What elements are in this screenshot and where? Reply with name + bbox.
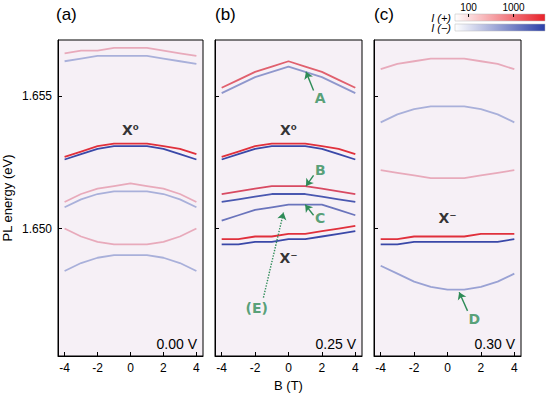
svg-text:0.25 V: 0.25 V: [316, 336, 357, 352]
svg-text:2: 2: [160, 361, 167, 375]
svg-text:4: 4: [352, 361, 359, 375]
svg-text:X⁰: X⁰: [122, 122, 139, 138]
svg-text:X⁰: X⁰: [280, 122, 297, 138]
svg-text:1.655: 1.655: [22, 89, 52, 103]
svg-text:-4: -4: [59, 361, 70, 375]
svg-text:PL energy (eV): PL energy (eV): [0, 155, 15, 242]
svg-text:I (+): I (+): [431, 11, 451, 24]
svg-text:0: 0: [127, 361, 134, 375]
svg-text:4: 4: [511, 361, 518, 375]
svg-text:1000: 1000: [502, 2, 525, 13]
svg-text:(a): (a): [56, 5, 77, 24]
svg-text:0.30 V: 0.30 V: [475, 336, 516, 352]
svg-text:(b): (b): [215, 5, 236, 24]
svg-text:X⁻: X⁻: [438, 210, 456, 226]
svg-text:C: C: [315, 210, 325, 226]
svg-text:B (T): B (T): [274, 378, 303, 393]
svg-text:B: B: [315, 162, 326, 178]
svg-text:0: 0: [285, 361, 292, 375]
svg-text:I (−): I (−): [431, 22, 451, 34]
svg-text:0.00 V: 0.00 V: [157, 336, 198, 352]
svg-text:D: D: [468, 311, 480, 327]
svg-text:2: 2: [478, 361, 485, 375]
svg-text:-2: -2: [409, 361, 420, 375]
svg-text:100: 100: [460, 2, 477, 13]
svg-text:A: A: [315, 90, 326, 106]
svg-text:(c): (c): [374, 5, 394, 24]
svg-text:0: 0: [444, 361, 451, 375]
svg-text:(E): (E): [246, 300, 268, 316]
svg-text:2: 2: [319, 361, 326, 375]
svg-text:1.650: 1.650: [22, 222, 52, 236]
svg-text:-4: -4: [216, 361, 227, 375]
svg-text:-4: -4: [375, 361, 386, 375]
svg-text:X⁻: X⁻: [279, 250, 297, 266]
svg-text:4: 4: [193, 361, 200, 375]
svg-text:-2: -2: [92, 361, 103, 375]
svg-text:-2: -2: [250, 361, 261, 375]
